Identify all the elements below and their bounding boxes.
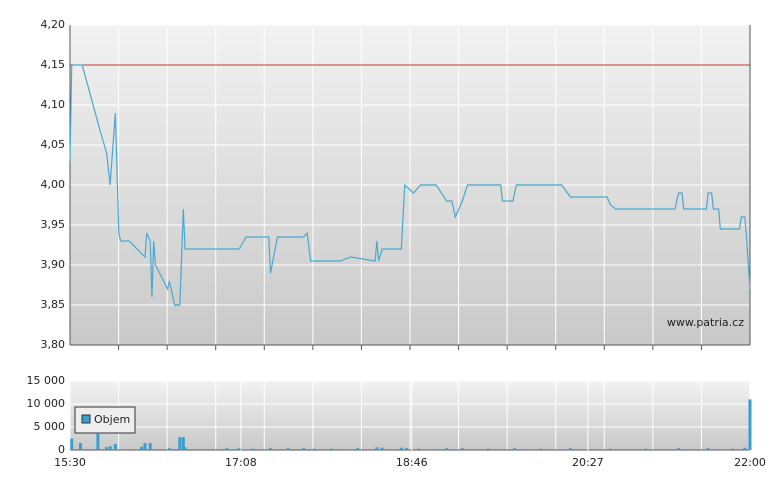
- bar: [269, 448, 273, 450]
- bar: [356, 448, 360, 450]
- bar: [183, 447, 187, 450]
- bar: [302, 448, 306, 450]
- bar: [609, 448, 613, 450]
- bar: [251, 448, 255, 450]
- x-tick-label: 17:08: [225, 456, 257, 469]
- bar: [139, 446, 143, 450]
- y-tick-label: 10 000: [27, 397, 66, 410]
- y-tick-label: 4,15: [41, 58, 66, 71]
- y-tick-label: 4,05: [41, 138, 66, 151]
- y-tick-label: 3,95: [41, 218, 66, 231]
- watermark: www.patria.cz: [667, 316, 744, 329]
- y-tick-label: 15 000: [27, 374, 66, 387]
- bar: [539, 448, 543, 450]
- x-tick-label: 15:30: [54, 456, 86, 469]
- bar: [286, 448, 290, 450]
- y-tick-label: 4,20: [41, 18, 66, 31]
- x-tick-label: 20:27: [572, 456, 604, 469]
- bar: [706, 448, 710, 450]
- x-tick-label: 18:46: [396, 456, 428, 469]
- bar: [568, 448, 572, 450]
- bar: [417, 448, 421, 450]
- bar: [143, 443, 147, 450]
- bar: [70, 438, 74, 450]
- bar: [445, 448, 449, 450]
- y-tick-label: 0: [58, 443, 65, 456]
- y-tick-label: 3,80: [41, 338, 66, 351]
- bar: [108, 446, 112, 450]
- bar: [405, 448, 409, 450]
- bar: [312, 448, 316, 450]
- legend-label: Objem: [94, 413, 130, 426]
- y-tick-label: 5 000: [34, 420, 66, 433]
- bar: [748, 399, 752, 450]
- y-tick-label: 3,85: [41, 298, 66, 311]
- bar: [375, 447, 379, 450]
- bar: [225, 448, 229, 450]
- x-tick-label: 22:00: [734, 456, 766, 469]
- bar: [399, 447, 403, 450]
- bar: [167, 448, 171, 450]
- bar: [96, 433, 100, 450]
- bar: [380, 447, 384, 450]
- legend-swatch: [81, 414, 91, 424]
- bar: [178, 437, 182, 450]
- price-line: [69, 64, 751, 306]
- y-tick-label: 4,10: [41, 98, 66, 111]
- bar: [460, 448, 464, 450]
- bar: [513, 448, 517, 450]
- bar: [486, 448, 490, 450]
- bar: [113, 444, 117, 450]
- y-tick-label: 3,90: [41, 258, 66, 271]
- bar: [78, 443, 82, 450]
- bar: [743, 447, 747, 450]
- bar: [330, 448, 334, 450]
- bar: [677, 448, 681, 450]
- y-tick-label: 4,00: [41, 178, 66, 191]
- bar: [731, 448, 735, 450]
- bar: [148, 443, 152, 450]
- bar: [643, 448, 647, 450]
- bar: [105, 447, 109, 450]
- bar: [181, 437, 185, 450]
- bar: [237, 448, 241, 450]
